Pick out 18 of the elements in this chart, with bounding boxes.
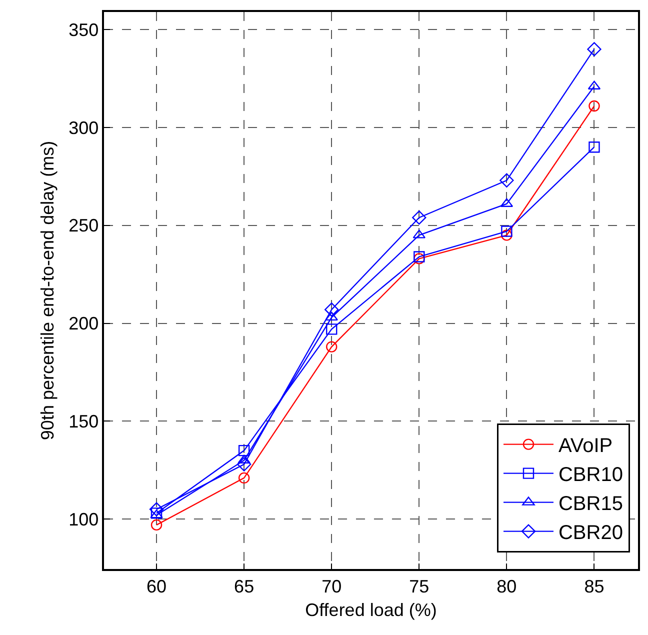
y-tick-label: 100 [68,509,99,530]
y-tick-label: 350 [68,20,99,40]
x-tick-label: 80 [496,576,517,596]
x-axis-title: Offered load (%) [305,600,437,620]
x-tick-label: 65 [234,576,254,596]
y-tick-label: 300 [68,118,99,138]
x-tick-label: 75 [409,576,430,596]
y-tick-label: 200 [68,314,99,334]
legend-label: CBR10 [558,464,623,486]
y-tick-label: 250 [68,216,99,236]
y-axis-title: 90th percentile end-to-end delay (ms) [37,140,58,440]
x-tick-label: 85 [584,576,604,596]
legend-label: CBR15 [558,493,623,516]
x-tick-label: 60 [146,576,167,596]
x-tick-label: 70 [322,576,342,596]
legend-label: AVoIP [558,435,613,458]
legend-label: CBR20 [558,522,623,544]
y-tick-label: 150 [68,411,99,432]
